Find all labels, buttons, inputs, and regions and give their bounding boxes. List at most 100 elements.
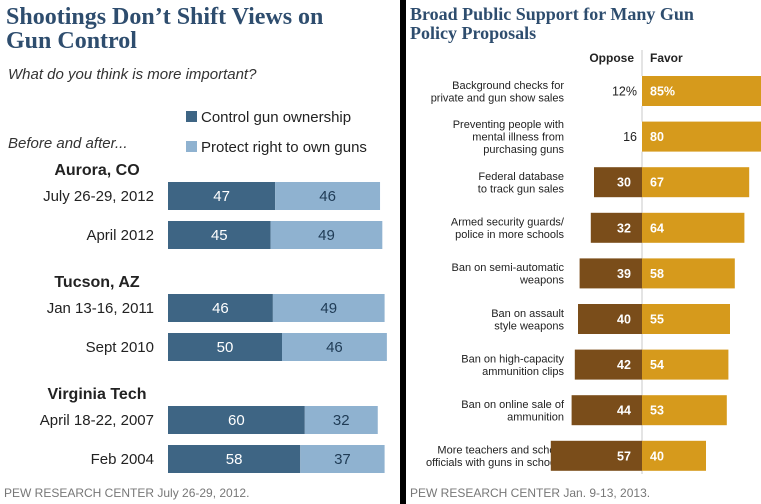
proposal-label: police in more schools bbox=[455, 229, 564, 241]
before-after-label: Before and after... bbox=[8, 135, 128, 152]
row-label: Jan 13-16, 2011 bbox=[47, 300, 154, 317]
data-label-protect: 49 bbox=[318, 227, 335, 244]
left-bars: Control gun ownership Protect right to ow… bbox=[40, 109, 387, 473]
data-label-oppose: 30 bbox=[617, 176, 631, 190]
legend-swatch-control bbox=[186, 111, 197, 122]
bar-protect bbox=[300, 445, 385, 473]
proposal-label: More teachers and school bbox=[437, 445, 564, 457]
proposal-label: officials with guns in schools bbox=[426, 457, 564, 469]
bar-protect bbox=[304, 406, 378, 434]
data-label-favor: 40 bbox=[650, 449, 664, 463]
data-label-favor: 85% bbox=[650, 85, 675, 99]
bar-protect bbox=[275, 182, 381, 210]
bar-favor bbox=[642, 349, 729, 380]
right-title-line1: Broad Public Support for Many Gun bbox=[410, 4, 694, 24]
right-chart-panel: Broad Public Support for Many Gun Policy… bbox=[406, 0, 761, 504]
bar-favor bbox=[642, 258, 735, 289]
data-label-oppose: 39 bbox=[617, 267, 631, 281]
bar-oppose bbox=[571, 395, 642, 426]
data-label-favor: 53 bbox=[650, 404, 664, 418]
proposal-label: Background checks for bbox=[452, 80, 564, 92]
data-label-control: 47 bbox=[213, 188, 230, 205]
proposal-label: Federal database bbox=[478, 171, 564, 183]
row-label: April 18-22, 2007 bbox=[40, 412, 154, 429]
data-label-control: 46 bbox=[212, 300, 229, 317]
bar-oppose bbox=[550, 440, 642, 471]
data-label-favor: 64 bbox=[650, 221, 664, 235]
bar-control bbox=[168, 406, 305, 434]
left-subtitle: What do you think is more important? bbox=[8, 66, 257, 83]
data-label-oppose: 40 bbox=[617, 313, 631, 327]
data-label-oppose: 16 bbox=[623, 130, 637, 144]
column-header-favor: Favor bbox=[650, 51, 683, 65]
left-chart: Shootings Don’t Shift Views on Gun Contr… bbox=[4, 4, 387, 500]
left-title-line2: Gun Control bbox=[6, 28, 137, 54]
bar-favor bbox=[642, 395, 727, 426]
group-heading: Tucson, AZ bbox=[54, 274, 140, 291]
row-label: Feb 2004 bbox=[91, 451, 154, 468]
proposal-label: Ban on assault bbox=[491, 308, 564, 320]
left-source-note: PEW RESEARCH CENTER July 26-29, 2012. bbox=[4, 486, 249, 500]
data-label-oppose: 12% bbox=[612, 85, 637, 99]
data-label-control: 50 bbox=[217, 339, 234, 356]
proposal-label: weapons bbox=[519, 275, 565, 287]
bar-oppose bbox=[622, 76, 642, 106]
bar-favor bbox=[642, 440, 706, 471]
data-label-favor: 58 bbox=[650, 267, 664, 281]
row-label: Sept 2010 bbox=[86, 339, 154, 356]
left-title-line1: Shootings Don’t Shift Views on bbox=[6, 4, 323, 30]
proposal-label: to track gun sales bbox=[478, 183, 565, 195]
bar-favor bbox=[642, 167, 750, 198]
proposal-label: Ban on semi-automatic bbox=[452, 262, 565, 274]
proposal-label: Ban on online sale of bbox=[461, 399, 565, 411]
bar-oppose bbox=[616, 121, 642, 152]
bar-oppose bbox=[578, 304, 642, 334]
bar-favor bbox=[642, 212, 745, 243]
legend-swatch-protect bbox=[186, 141, 197, 152]
right-title-line2: Policy Proposals bbox=[410, 23, 536, 43]
bar-favor bbox=[642, 121, 761, 152]
proposal-label: purchasing guns bbox=[483, 144, 564, 156]
proposal-label: ammunition bbox=[507, 411, 564, 423]
data-label-favor: 55 bbox=[650, 313, 664, 327]
proposal-label: private and gun show sales bbox=[431, 92, 565, 104]
right-bars: Oppose Favor Background checks forprivate … bbox=[426, 50, 761, 474]
bar-oppose bbox=[574, 349, 642, 380]
column-header-oppose: Oppose bbox=[589, 51, 634, 65]
data-label-oppose: 44 bbox=[617, 404, 631, 418]
proposal-label: Ban on high-capacity bbox=[461, 353, 564, 365]
data-label-protect: 49 bbox=[320, 300, 337, 317]
left-legend: Control gun ownership Protect right to ow… bbox=[186, 109, 367, 156]
row-label: April 2012 bbox=[86, 227, 154, 244]
proposal-label: Armed security guards/ bbox=[451, 217, 565, 229]
data-label-protect: 46 bbox=[326, 339, 343, 356]
bar-control bbox=[168, 182, 276, 210]
proposal-label: mental illness from bbox=[472, 132, 564, 144]
legend-label-protect: Protect right to own guns bbox=[201, 139, 367, 156]
proposal-label: ammunition clips bbox=[482, 366, 564, 378]
legend-label-control: Control gun ownership bbox=[201, 109, 351, 126]
group-heading: Aurora, CO bbox=[54, 162, 139, 179]
bar-protect bbox=[270, 221, 383, 249]
bar-control bbox=[168, 294, 273, 322]
data-label-control: 45 bbox=[211, 227, 228, 244]
bar-protect bbox=[282, 333, 387, 361]
data-label-oppose: 42 bbox=[617, 358, 631, 372]
data-label-control: 60 bbox=[228, 412, 245, 429]
data-label-favor: 80 bbox=[650, 130, 664, 144]
group-heading: Virginia Tech bbox=[48, 386, 147, 403]
bar-protect bbox=[272, 294, 385, 322]
data-label-protect: 37 bbox=[334, 451, 351, 468]
data-label-control: 58 bbox=[226, 451, 243, 468]
data-label-favor: 54 bbox=[650, 358, 664, 372]
left-chart-panel: Shootings Don’t Shift Views on Gun Contr… bbox=[4, 4, 387, 500]
data-label-protect: 46 bbox=[319, 188, 336, 205]
data-label-oppose: 57 bbox=[617, 449, 631, 463]
bar-favor bbox=[642, 304, 730, 334]
right-chart: Broad Public Support for Many Gun Policy… bbox=[410, 4, 761, 500]
proposal-label: style weapons bbox=[494, 320, 564, 332]
bar-favor bbox=[642, 76, 761, 106]
bar-control bbox=[168, 221, 271, 249]
data-label-oppose: 32 bbox=[617, 221, 631, 235]
